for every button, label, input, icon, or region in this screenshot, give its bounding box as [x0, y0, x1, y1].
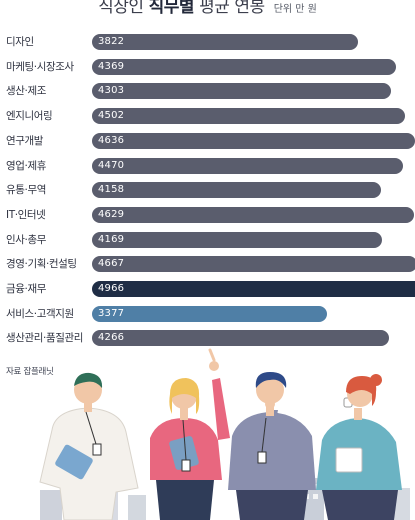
salary-bar: [92, 133, 415, 149]
bar-value-label: 4636: [98, 135, 125, 146]
woman-pointing-up-figure: [150, 348, 230, 520]
category-label: 디자인: [6, 36, 34, 48]
salary-bar: [92, 232, 382, 248]
salary-bar: [92, 83, 391, 99]
category-label: 유통·무역: [6, 184, 46, 196]
salary-bar: [92, 207, 414, 223]
category-label: 영업·제휴: [6, 160, 46, 172]
salary-bar: [92, 59, 396, 75]
category-label: 생산·제조: [6, 85, 46, 97]
thinking-man-figure: [228, 372, 316, 520]
category-label: 생산관리·품질관리: [6, 332, 84, 344]
chart-title: 직장인 직무별 평균 연봉 단위 만 원: [0, 0, 415, 17]
category-label: 연구개발: [6, 135, 44, 147]
bar-value-label: 4470: [98, 160, 125, 171]
salary-bar: [92, 182, 381, 198]
title-suffix: 평균 연봉: [199, 0, 265, 17]
category-label: 경영·기획·컨설팅: [6, 258, 77, 270]
salary-bar: [92, 306, 327, 322]
bar-value-label: 4169: [98, 234, 125, 245]
category-label: 엔지니어링: [6, 110, 53, 122]
bar-value-label: 4158: [98, 184, 125, 195]
salary-bar-chart: 디자인 3822 마케팅·시장조사 4369 생산·제조 4303 엔지니어링 4502 연구개…: [6, 34, 415, 346]
woman-with-coffee-figure: [316, 374, 402, 520]
category-label: IT·인터넷: [6, 209, 46, 221]
bar-value-label: 4303: [98, 85, 125, 96]
salary-bar: [92, 34, 358, 50]
category-label: 금융·재무: [6, 283, 46, 295]
bar-value-label: 3822: [98, 36, 125, 47]
category-label: 인사·총무: [6, 234, 46, 246]
bar-value-label: 4966: [98, 283, 125, 294]
bar-value-label: 4369: [98, 61, 125, 72]
title-emphasis: 직무별: [148, 0, 195, 17]
category-label: 마케팅·시장조사: [6, 61, 74, 73]
bar-value-label: 4667: [98, 258, 125, 269]
source-note: 자료 잡플래닛: [6, 367, 54, 377]
salary-bar: [92, 281, 415, 297]
bar-value-label: 4502: [98, 110, 125, 121]
bar-value-label: 3377: [98, 308, 125, 319]
salary-bar: [92, 330, 389, 346]
category-label: 서비스·고객지원: [6, 308, 74, 320]
salary-bar: [92, 108, 405, 124]
salary-bar: [92, 256, 415, 272]
bar-value-label: 4629: [98, 209, 125, 220]
salary-bar: [92, 158, 403, 174]
bar-value-label: 4266: [98, 332, 125, 343]
man-with-tablet-figure: [39, 372, 139, 520]
title-prefix: 직장인: [98, 0, 144, 17]
office-workers-illustration: [39, 348, 410, 520]
unit-label: 단위 만 원: [273, 4, 317, 15]
